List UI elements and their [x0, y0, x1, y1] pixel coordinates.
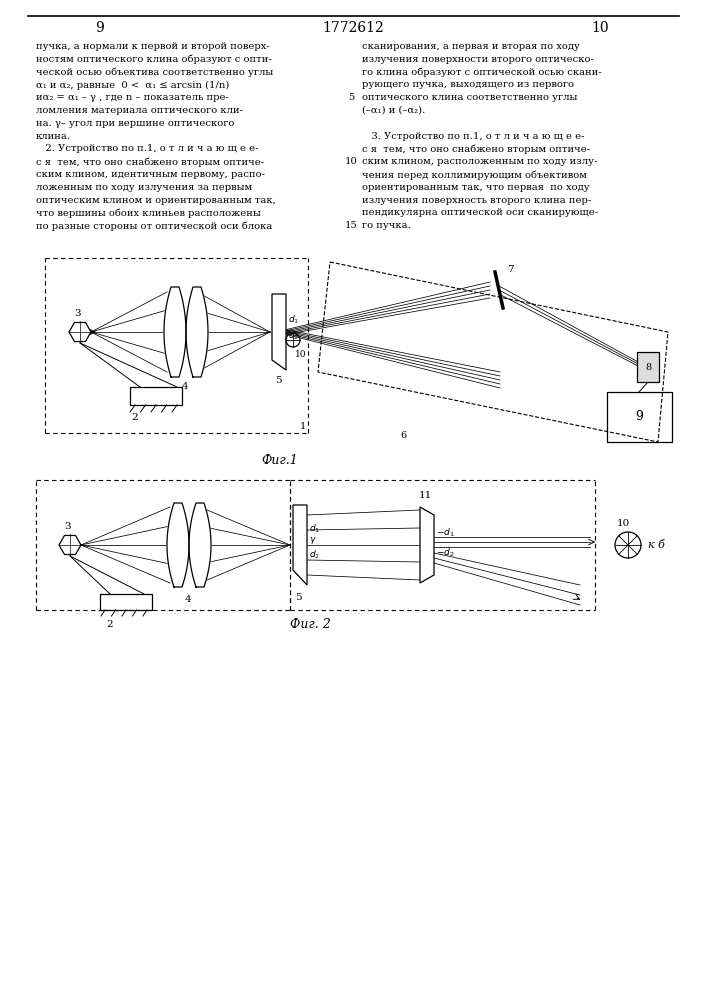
Bar: [637, 352, 659, 382]
Text: с я  тем, что оно снабжено вторым оптиче-: с я тем, что оно снабжено вторым оптиче-: [36, 157, 264, 167]
Text: ломления материала оптического кли-: ломления материала оптического кли-: [36, 106, 243, 115]
Text: клина.: клина.: [36, 132, 71, 141]
Text: иα₂ = α₁ – γ , где n – показатель пре-: иα₂ = α₁ – γ , где n – показатель пре-: [36, 93, 229, 102]
Text: чения перед коллимирующим объективом: чения перед коллимирующим объективом: [362, 170, 587, 180]
Text: го клина образуют с оптической осью скани-: го клина образуют с оптической осью скан…: [362, 68, 602, 77]
Text: Фиг.1: Фиг.1: [262, 454, 298, 467]
Text: $-d_2$: $-d_2$: [436, 547, 455, 559]
Text: излучения поверхности второго оптическо-: излучения поверхности второго оптическо-: [362, 55, 594, 64]
Text: $d_2$: $d_2$: [309, 549, 320, 561]
Bar: [100, 594, 152, 610]
Polygon shape: [293, 505, 307, 585]
Text: ложенным по ходу излучения за первым: ложенным по ходу излучения за первым: [36, 183, 252, 192]
Text: 2: 2: [107, 620, 113, 629]
Text: 1772612: 1772612: [322, 21, 384, 35]
Text: 1: 1: [300, 422, 306, 431]
Polygon shape: [272, 294, 286, 370]
Text: 5: 5: [348, 93, 354, 102]
Text: 15: 15: [344, 221, 358, 230]
Text: излучения поверхность второго клина пер-: излучения поверхность второго клина пер-: [362, 196, 591, 205]
Text: 4: 4: [182, 382, 188, 391]
Text: оптическим клином и ориентированным так,: оптическим клином и ориентированным так,: [36, 196, 276, 205]
Text: ориентированным так, что первая  по ходу: ориентированным так, что первая по ходу: [362, 183, 590, 192]
Text: 9: 9: [95, 21, 105, 35]
Text: 10: 10: [344, 157, 358, 166]
Text: что вершины обоих клиньев расположены: что вершины обоих клиньев расположены: [36, 208, 261, 218]
Text: оптического клина соответственно углы: оптического клина соответственно углы: [362, 93, 578, 102]
Text: 3: 3: [75, 309, 81, 318]
Text: ностям оптического клина образуют с опти-: ностям оптического клина образуют с опти…: [36, 55, 271, 64]
Text: го пучка.: го пучка.: [362, 221, 411, 230]
Text: 10: 10: [591, 21, 609, 35]
Text: 8: 8: [645, 362, 651, 371]
Text: 7: 7: [507, 265, 513, 274]
Text: по разные стороны от оптической оси блока: по разные стороны от оптической оси блок…: [36, 221, 272, 231]
Text: 3. Устройство по п.1, о т л и ч а ю щ е е-: 3. Устройство по п.1, о т л и ч а ю щ е …: [362, 132, 585, 141]
Text: к б: к б: [648, 540, 665, 550]
Text: пучка, а нормали к первой и второй поверх-: пучка, а нормали к первой и второй повер…: [36, 42, 270, 51]
Text: 2. Устройство по п.1, о т л и ч а ю щ е е-: 2. Устройство по п.1, о т л и ч а ю щ е …: [36, 144, 259, 153]
Text: Фиг. 2: Фиг. 2: [290, 618, 330, 631]
Text: α₁ и α₂, равные  0 <  α₁ ≤ arcsin (1/n): α₁ и α₂, равные 0 < α₁ ≤ arcsin (1/n): [36, 80, 229, 90]
Polygon shape: [186, 287, 208, 377]
Text: ческой осью объектива соответственно углы: ческой осью объектива соответственно угл…: [36, 68, 273, 77]
Polygon shape: [420, 507, 434, 583]
Text: ским клином, идентичным первому, распо-: ским клином, идентичным первому, распо-: [36, 170, 265, 179]
Text: $d_1$: $d_1$: [309, 523, 320, 535]
Text: $\gamma$: $\gamma$: [309, 536, 317, 546]
Text: 4: 4: [185, 595, 192, 604]
Text: ским клином, расположенным по ходу излу-: ским клином, расположенным по ходу излу-: [362, 157, 597, 166]
Text: 11: 11: [419, 491, 432, 500]
Text: пендикулярна оптической оси сканирующе-: пендикулярна оптической оси сканирующе-: [362, 208, 598, 217]
Text: 10: 10: [295, 350, 307, 359]
Text: 9: 9: [635, 410, 643, 424]
Text: $-d_1$: $-d_1$: [436, 527, 455, 539]
Text: сканирования, а первая и вторая по ходу: сканирования, а первая и вторая по ходу: [362, 42, 580, 51]
Text: 6: 6: [400, 431, 406, 440]
Polygon shape: [189, 503, 211, 587]
Text: рующего пучка, выходящего из первого: рующего пучка, выходящего из первого: [362, 80, 574, 89]
Text: 3: 3: [64, 522, 71, 531]
Polygon shape: [164, 287, 186, 377]
Text: с я  тем, что оно снабжено вторым оптиче-: с я тем, что оно снабжено вторым оптиче-: [362, 144, 590, 154]
Text: 10: 10: [617, 519, 630, 528]
Polygon shape: [167, 503, 189, 587]
Text: $d_2$: $d_2$: [288, 330, 299, 342]
Text: (–α₁) и (–α₂).: (–α₁) и (–α₂).: [362, 106, 425, 115]
Text: 2: 2: [132, 413, 139, 422]
Text: $d_1$: $d_1$: [288, 314, 299, 326]
Text: 5: 5: [295, 593, 301, 602]
Bar: [607, 392, 672, 442]
Text: на. γ– угол при вершине оптического: на. γ– угол при вершине оптического: [36, 119, 235, 128]
Text: 5: 5: [275, 376, 281, 385]
Bar: [130, 387, 182, 405]
